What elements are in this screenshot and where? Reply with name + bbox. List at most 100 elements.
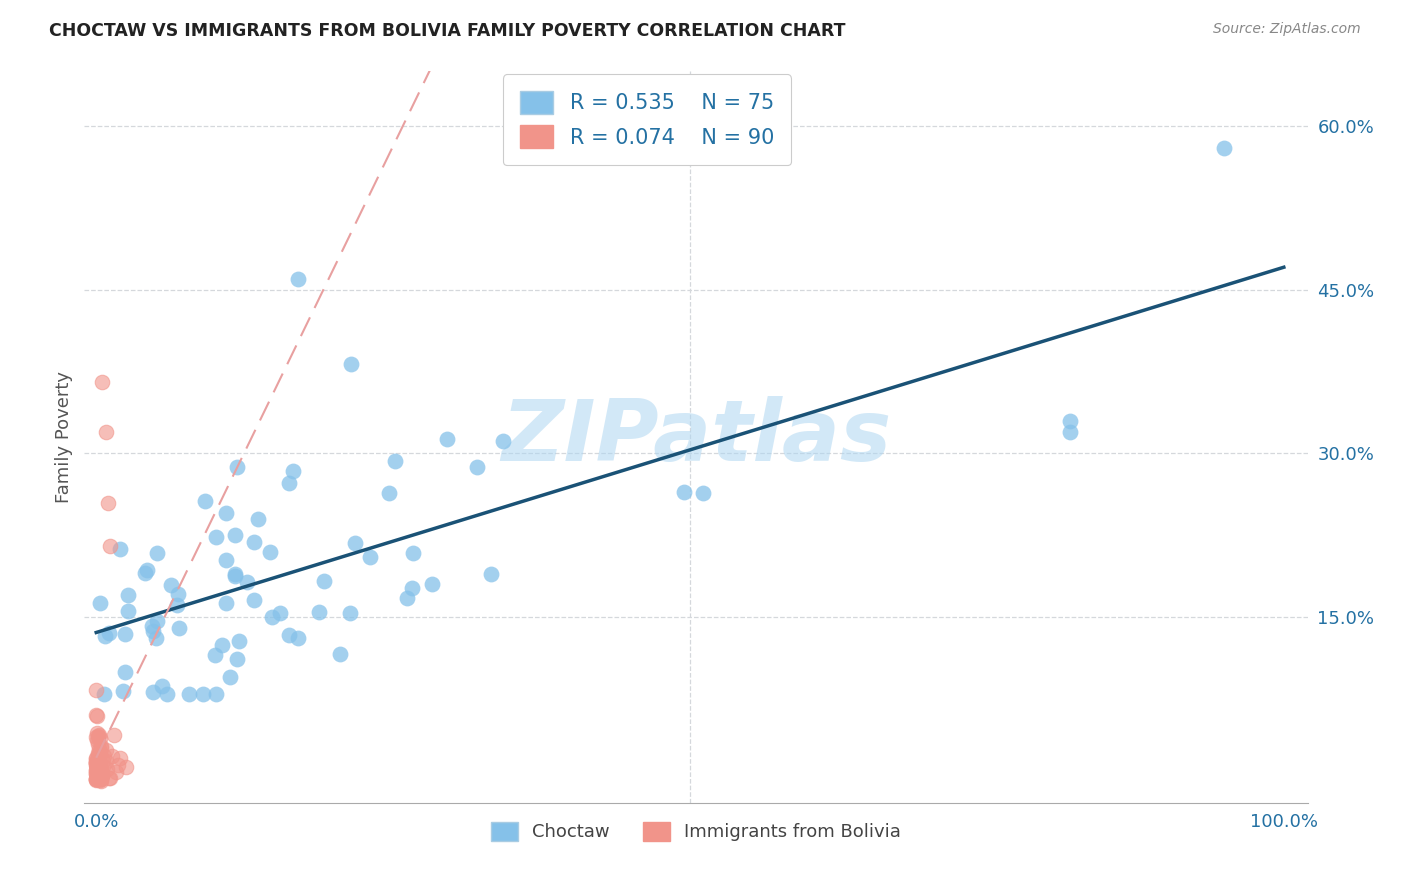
Point — [402, 545, 425, 559]
Point — [377, 485, 399, 500]
Point — [219, 670, 242, 684]
Point — [134, 566, 156, 581]
Point — [86, 772, 108, 786]
Point — [86, 765, 108, 780]
Point — [177, 687, 200, 701]
Point — [308, 606, 330, 620]
Point — [84, 764, 107, 778]
Point — [344, 536, 367, 550]
Point — [492, 434, 515, 448]
Point — [401, 581, 423, 595]
Point — [98, 626, 121, 640]
Point — [94, 743, 117, 757]
Point — [89, 763, 111, 777]
Point — [211, 638, 233, 652]
Point — [110, 751, 132, 765]
Point — [94, 754, 117, 768]
Point — [86, 770, 108, 784]
Point — [90, 740, 112, 755]
Text: Source: ZipAtlas.com: Source: ZipAtlas.com — [1213, 22, 1361, 37]
Point — [329, 647, 352, 661]
Point — [262, 610, 284, 624]
Point — [89, 745, 111, 759]
Point — [87, 742, 110, 756]
Point — [167, 621, 190, 635]
Point — [87, 728, 110, 742]
Point — [1059, 414, 1081, 428]
Point — [86, 770, 108, 784]
Point — [84, 772, 107, 787]
Point — [156, 687, 179, 701]
Point — [93, 687, 115, 701]
Point — [94, 629, 117, 643]
Point — [84, 772, 107, 786]
Point — [86, 761, 108, 775]
Point — [224, 566, 246, 581]
Point — [167, 587, 190, 601]
Point — [90, 762, 112, 776]
Point — [228, 634, 250, 648]
Point — [112, 684, 135, 698]
Point — [86, 756, 108, 770]
Point — [100, 772, 122, 786]
Point — [90, 762, 112, 776]
Point — [259, 545, 281, 559]
Point — [86, 760, 108, 774]
Point — [105, 764, 128, 779]
Point — [166, 598, 188, 612]
Point — [107, 758, 129, 772]
Point — [89, 772, 111, 787]
Point — [115, 760, 138, 774]
Point — [86, 770, 108, 784]
Point — [103, 728, 125, 742]
Point — [86, 764, 108, 779]
Point — [90, 770, 112, 784]
Point — [339, 606, 361, 620]
Point — [281, 464, 304, 478]
Point — [86, 759, 108, 773]
Point — [86, 763, 108, 777]
Point — [89, 597, 111, 611]
Point — [146, 546, 169, 560]
Point — [1059, 425, 1081, 439]
Point — [86, 765, 108, 780]
Point — [114, 627, 136, 641]
Point — [224, 528, 246, 542]
Point — [89, 772, 111, 787]
Point — [87, 751, 110, 765]
Point — [87, 730, 110, 744]
Point — [84, 755, 107, 769]
Point — [278, 628, 301, 642]
Point — [87, 748, 110, 763]
Text: ZIPatlas: ZIPatlas — [501, 395, 891, 479]
Point — [87, 746, 110, 760]
Point — [108, 542, 131, 557]
Point — [205, 687, 228, 701]
Point — [359, 550, 381, 565]
Point — [672, 485, 695, 500]
Point — [117, 604, 139, 618]
Point — [160, 578, 183, 592]
Point — [224, 569, 246, 583]
Point — [90, 773, 112, 788]
Point — [146, 614, 169, 628]
Point — [86, 758, 108, 772]
Text: CHOCTAW VS IMMIGRANTS FROM BOLIVIA FAMILY POVERTY CORRELATION CHART: CHOCTAW VS IMMIGRANTS FROM BOLIVIA FAMIL… — [49, 22, 846, 40]
Point — [84, 765, 107, 780]
Point — [89, 768, 111, 782]
Point — [90, 768, 112, 782]
Y-axis label: Family Poverty: Family Poverty — [55, 371, 73, 503]
Point — [191, 687, 214, 701]
Point — [86, 729, 108, 743]
Point — [101, 749, 124, 764]
Point — [90, 771, 112, 785]
Point — [86, 773, 108, 788]
Point — [145, 631, 167, 645]
Point — [97, 771, 120, 785]
Point — [86, 732, 108, 747]
Point — [114, 665, 136, 679]
Point — [96, 762, 118, 776]
Point — [84, 751, 107, 765]
Point — [86, 769, 108, 783]
Point — [86, 764, 108, 779]
